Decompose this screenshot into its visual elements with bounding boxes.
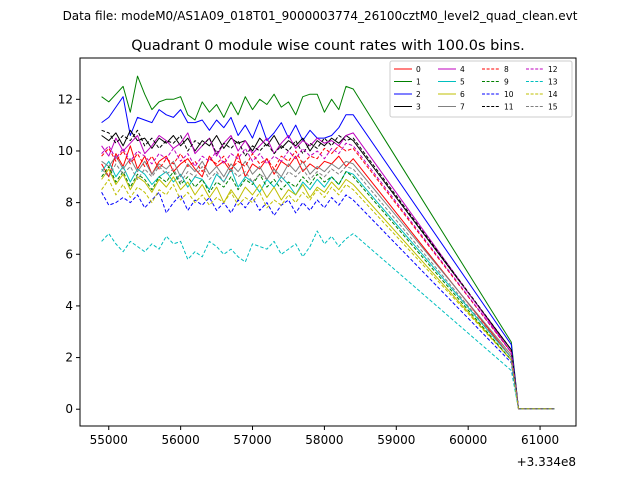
y-tick-label: 0 xyxy=(65,402,73,416)
x-tick-label: 58000 xyxy=(305,433,343,447)
legend-label-5: 5 xyxy=(460,77,465,86)
y-tick-label: 12 xyxy=(58,92,73,106)
series-line-8 xyxy=(101,145,555,410)
y-tick-label: 10 xyxy=(58,144,73,158)
axes-frame xyxy=(79,57,577,427)
series-line-1 xyxy=(101,75,555,410)
x-tick-label: 56000 xyxy=(162,433,200,447)
y-tick-label: 6 xyxy=(65,247,73,261)
x-tick-label: 57000 xyxy=(233,433,271,447)
legend-label-14: 14 xyxy=(548,90,558,99)
series-line-6 xyxy=(101,168,555,410)
legend-label-10: 10 xyxy=(504,90,514,99)
series-line-7 xyxy=(101,155,555,410)
series-line-3 xyxy=(101,129,555,410)
legend-label-4: 4 xyxy=(460,65,465,74)
legend-label-8: 8 xyxy=(504,65,509,74)
legend-label-0: 0 xyxy=(416,65,421,74)
legend-label-13: 13 xyxy=(548,77,558,86)
series-line-10 xyxy=(101,191,555,410)
y-tick-label: 8 xyxy=(65,196,73,210)
legend-label-11: 11 xyxy=(504,102,514,111)
legend-label-2: 2 xyxy=(416,90,421,99)
y-tick-label: 2 xyxy=(65,351,73,365)
x-axis: 55000 56000 57000 58000 59000 60000 61000 xyxy=(90,426,559,447)
legend-label-7: 7 xyxy=(460,102,465,111)
series-line-2 xyxy=(101,96,555,410)
legend-label-9: 9 xyxy=(504,77,509,86)
legend-label-1: 1 xyxy=(416,77,421,86)
series-line-13 xyxy=(101,230,555,410)
series-layer xyxy=(101,75,555,410)
series-line-12 xyxy=(101,142,555,410)
x-offset-label: +3.334e8 xyxy=(517,455,576,469)
series-line-11 xyxy=(101,129,555,410)
y-axis: 0 2 4 6 8 10 12 xyxy=(58,92,80,416)
chart-title: Quadrant 0 module wise count rates with … xyxy=(131,38,525,54)
x-tick-label: 61000 xyxy=(521,433,559,447)
y-tick-label: 4 xyxy=(65,299,73,313)
x-tick-label: 55000 xyxy=(90,433,128,447)
series-line-9 xyxy=(101,166,555,410)
chart-suptitle: Data file: modeM0/AS1A09_018T01_90000037… xyxy=(63,9,578,23)
legend-label-3: 3 xyxy=(416,102,421,111)
legend-box xyxy=(389,60,573,118)
x-tick-label: 60000 xyxy=(449,433,487,447)
x-tick-label: 59000 xyxy=(377,433,415,447)
series-line-5 xyxy=(101,160,555,410)
legend-label-12: 12 xyxy=(548,65,558,74)
series-line-14 xyxy=(101,178,555,410)
legend-label-15: 15 xyxy=(548,102,558,111)
plot-area: 55000 56000 57000 58000 59000 60000 61000 0 2 4 6… xyxy=(58,57,577,469)
legend-label-6: 6 xyxy=(460,90,465,99)
